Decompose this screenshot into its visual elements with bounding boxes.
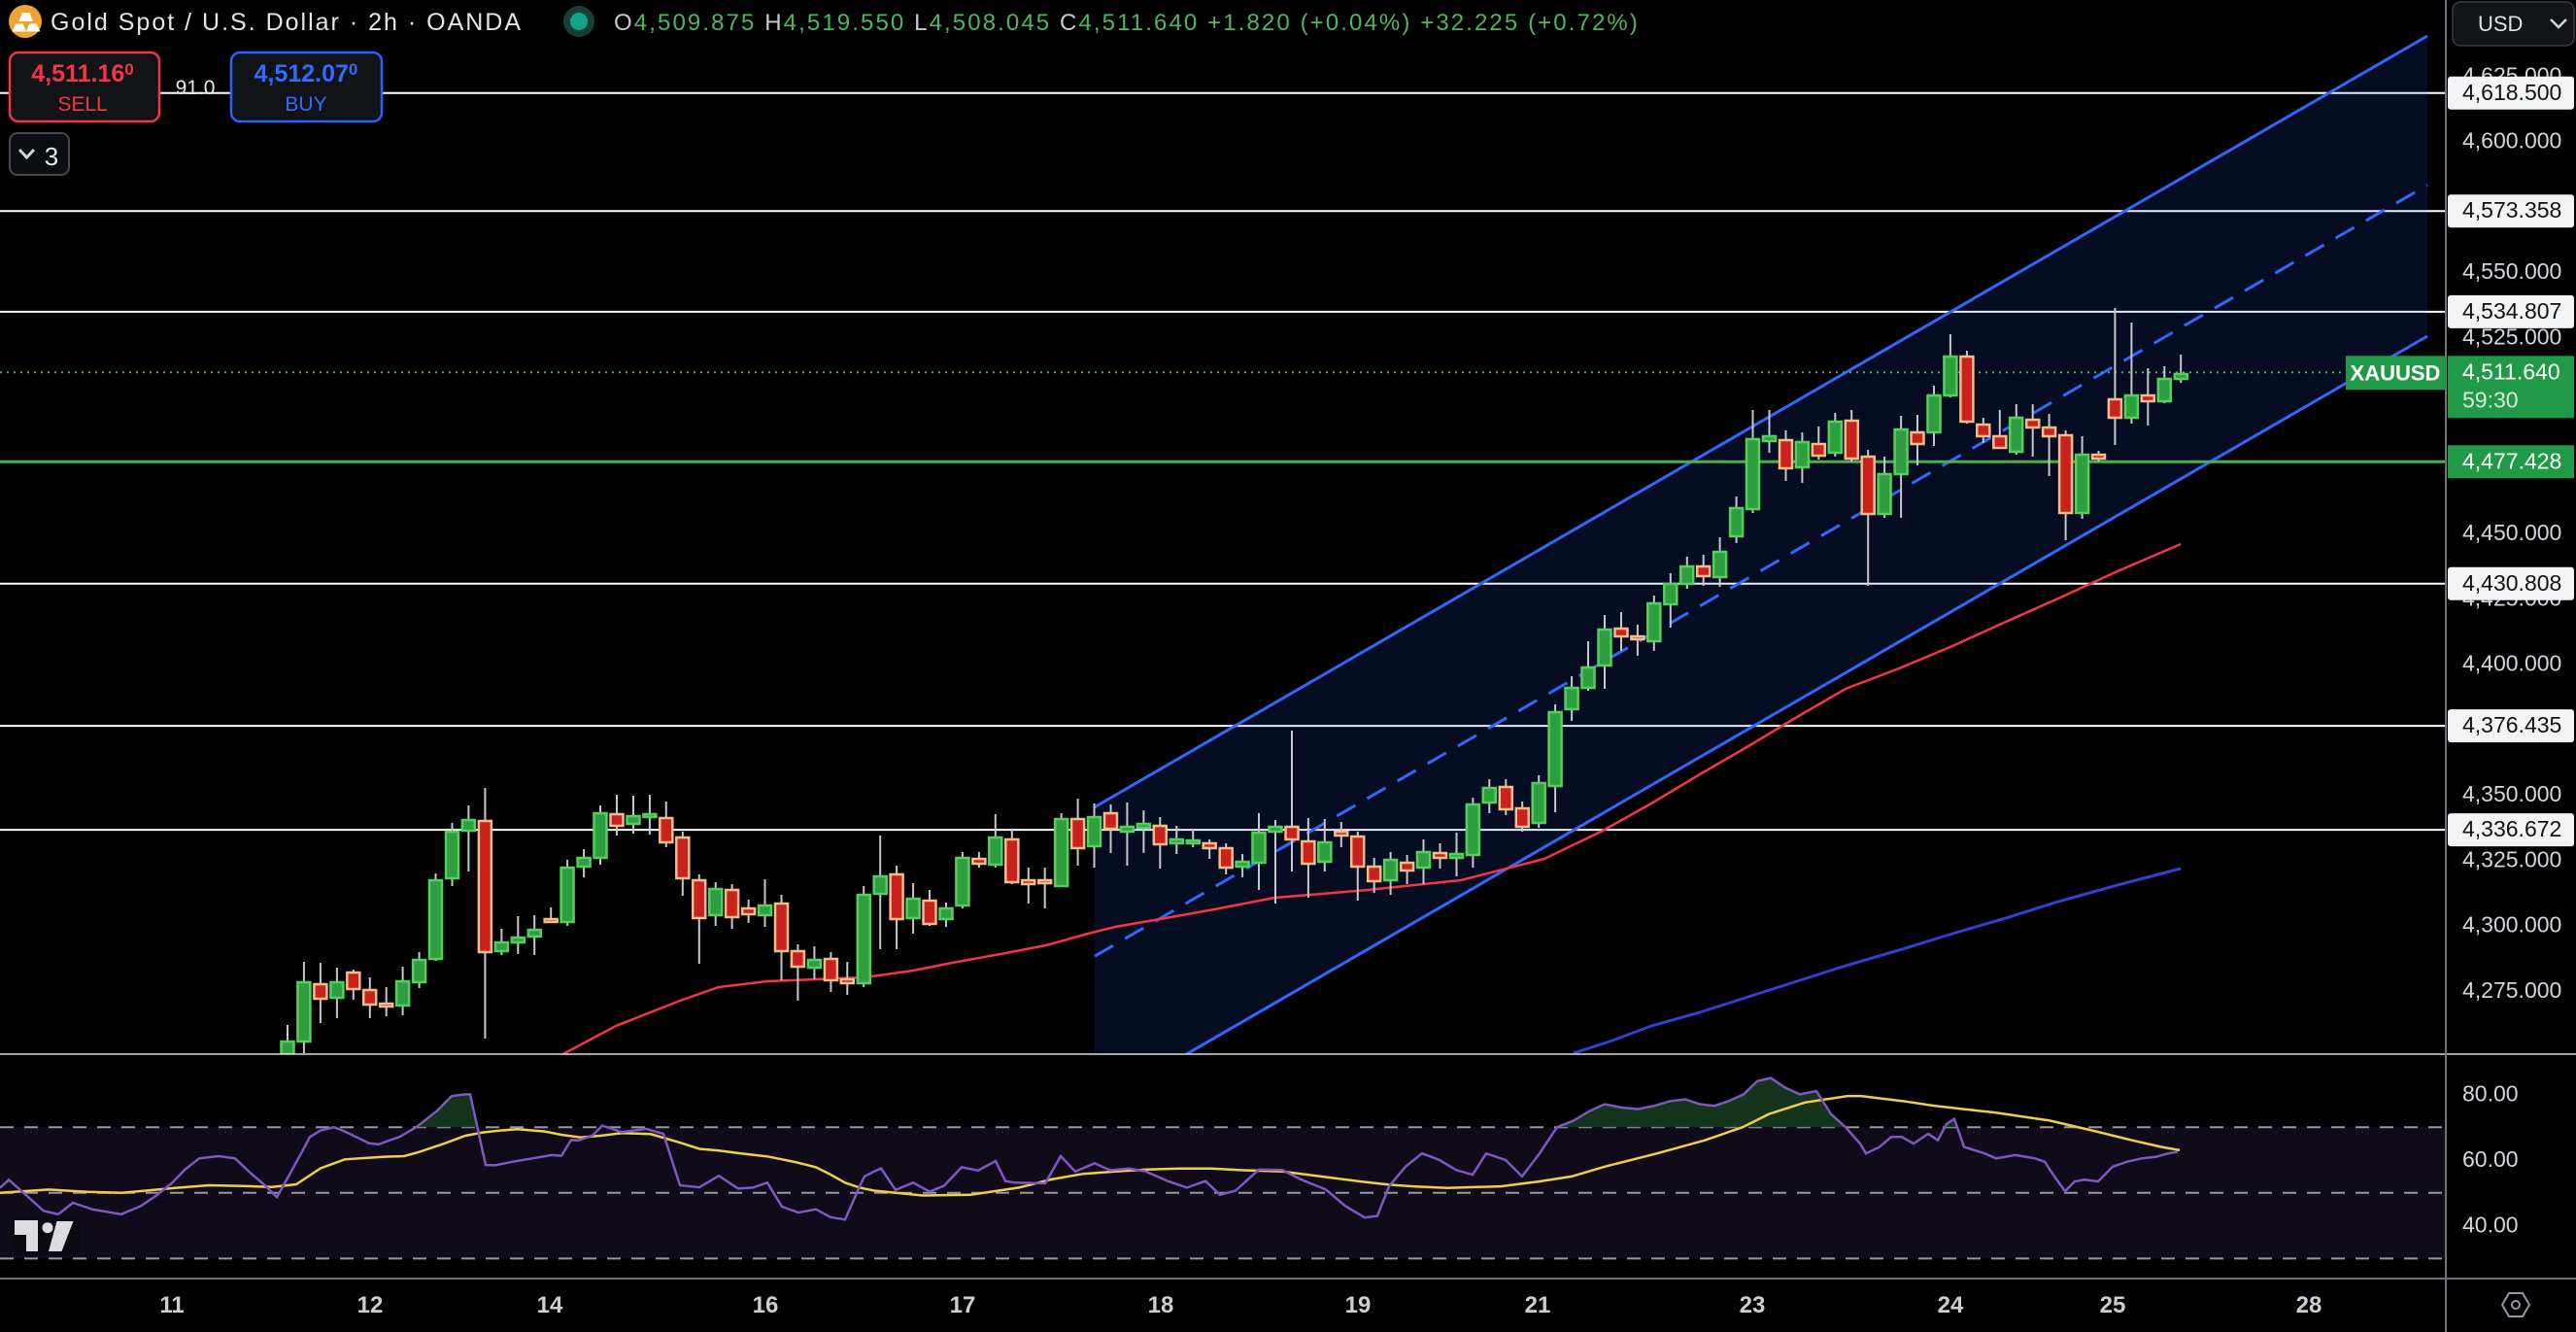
svg-text:4,430.808: 4,430.808	[2462, 570, 2561, 596]
svg-text:40.00: 40.00	[2462, 1212, 2519, 1238]
svg-text:28: 28	[2296, 1292, 2322, 1318]
svg-text:4,450.000: 4,450.000	[2462, 520, 2561, 545]
svg-text:4,350.000: 4,350.000	[2462, 781, 2561, 806]
svg-text:4,512.070: 4,512.070	[254, 60, 358, 87]
svg-text:59:30: 59:30	[2462, 387, 2519, 412]
svg-text:24: 24	[1938, 1292, 1964, 1318]
svg-text:4,511.160: 4,511.160	[31, 60, 133, 87]
svg-text:14: 14	[537, 1292, 563, 1318]
svg-text:4,600.000: 4,600.000	[2462, 128, 2561, 154]
svg-text:SELL: SELL	[57, 93, 107, 116]
svg-text:18: 18	[1148, 1292, 1174, 1318]
svg-text:4,400.000: 4,400.000	[2462, 651, 2561, 676]
svg-text:4,573.358: 4,573.358	[2462, 197, 2561, 222]
svg-text:4,325.000: 4,325.000	[2462, 847, 2561, 872]
svg-text:19: 19	[1345, 1292, 1372, 1318]
svg-text:80.00: 80.00	[2462, 1080, 2519, 1106]
svg-text:4,376.435: 4,376.435	[2462, 712, 2561, 737]
svg-text:12: 12	[357, 1292, 384, 1318]
svg-text:4,618.500: 4,618.500	[2462, 80, 2561, 105]
svg-text:O4,509.875 H4,519.550 L4,508.0: O4,509.875 H4,519.550 L4,508.045 C4,511.…	[614, 10, 1640, 36]
svg-text:Gold Spot / U.S. Dollar · 2h ·: Gold Spot / U.S. Dollar · 2h · OANDA	[51, 9, 523, 36]
svg-text:23: 23	[1740, 1292, 1766, 1318]
svg-text:4,550.000: 4,550.000	[2462, 258, 2561, 284]
svg-text:60.00: 60.00	[2462, 1146, 2519, 1172]
svg-text:4,534.807: 4,534.807	[2462, 298, 2561, 324]
svg-text:91.0: 91.0	[176, 77, 216, 99]
svg-text:25: 25	[2100, 1292, 2126, 1318]
svg-text:4,477.428: 4,477.428	[2462, 448, 2561, 473]
svg-text:11: 11	[159, 1292, 184, 1318]
svg-text:4,336.672: 4,336.672	[2462, 816, 2561, 841]
svg-text:17: 17	[950, 1292, 976, 1318]
svg-text:3: 3	[45, 142, 58, 171]
svg-text:4,511.640: 4,511.640	[2462, 359, 2560, 384]
svg-text:XAUUSD: XAUUSD	[2351, 360, 2441, 385]
svg-text:BUY: BUY	[285, 93, 326, 116]
svg-text:4,300.000: 4,300.000	[2462, 912, 2561, 938]
svg-text:4,275.000: 4,275.000	[2462, 977, 2561, 1003]
svg-text:21: 21	[1525, 1292, 1551, 1318]
svg-text:16: 16	[753, 1292, 779, 1318]
svg-text:USD: USD	[2478, 12, 2523, 36]
